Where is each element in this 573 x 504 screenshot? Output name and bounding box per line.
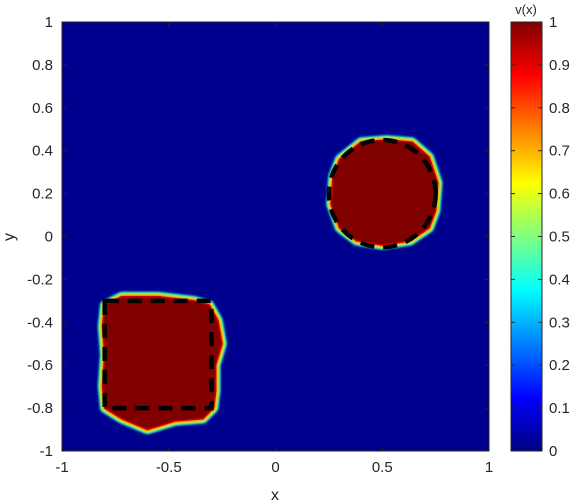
- x-tick-label: 0.5: [372, 459, 393, 476]
- colorbar-tick-label: 0.5: [549, 229, 570, 246]
- colorbar-tick-label: 0.7: [549, 143, 570, 160]
- x-axis-label: x: [271, 487, 279, 504]
- y-tick-label: -0.4: [27, 314, 53, 331]
- colorbar-tick-label: 0.8: [549, 100, 570, 117]
- y-tick-label: 0: [45, 229, 53, 246]
- colorbar-ticks: 1 0.9 0.8 0.7 0.6 0.5 0.4 0.3 0.2 0.1 0: [511, 14, 570, 460]
- colorbar-tick-label: 0.2: [549, 357, 570, 374]
- x-tick-label: 1: [485, 459, 493, 476]
- y-axis-label: y: [1, 233, 18, 241]
- colorbar-tick-label: 0.3: [549, 314, 570, 331]
- y-tick-label: -1: [40, 443, 53, 460]
- y-tick-label: -0.8: [27, 400, 53, 417]
- colorbar-tick-label: 0.1: [549, 400, 570, 417]
- x-tick-label: -0.5: [156, 459, 182, 476]
- colorbar-title: v(x): [515, 2, 537, 17]
- x-tick-label: 0: [271, 459, 279, 476]
- region-1: [98, 292, 227, 434]
- colorbar-tick-label: 1: [549, 14, 557, 31]
- y-tick-label: 0.6: [32, 100, 53, 117]
- colorbar-gradient: [510, 21, 543, 452]
- x-tick-label: -1: [55, 459, 68, 476]
- region-2: [326, 135, 443, 250]
- colorbar-tick-label: 0.9: [549, 57, 570, 74]
- colorbar: 1 0.9 0.8 0.7 0.6 0.5 0.4 0.3 0.2 0.1 0 v(x): [510, 2, 570, 460]
- y-tick-label: 0.4: [32, 143, 53, 160]
- x-axis: -1 -0.5 0 0.5 1: [55, 22, 493, 476]
- y-tick-label: 0.2: [32, 186, 53, 203]
- reference-outline: [326, 137, 438, 250]
- colorbar-tick-label: 0.6: [549, 186, 570, 203]
- regions: [98, 135, 443, 434]
- y-tick-label: -0.6: [27, 357, 53, 374]
- y-tick-label: 1: [45, 14, 53, 31]
- colorbar-tick-label: 0: [549, 443, 557, 460]
- y-tick-label: 0.8: [32, 57, 53, 74]
- reference-outline: [102, 298, 214, 411]
- colorbar-tick-label: 0.4: [549, 271, 570, 288]
- y-tick-label: -0.2: [27, 271, 53, 288]
- y-axis: 1 0.8 0.6 0.4 0.2 0 -0.2 -0.4 -0.6 -0.8 -1: [27, 14, 489, 460]
